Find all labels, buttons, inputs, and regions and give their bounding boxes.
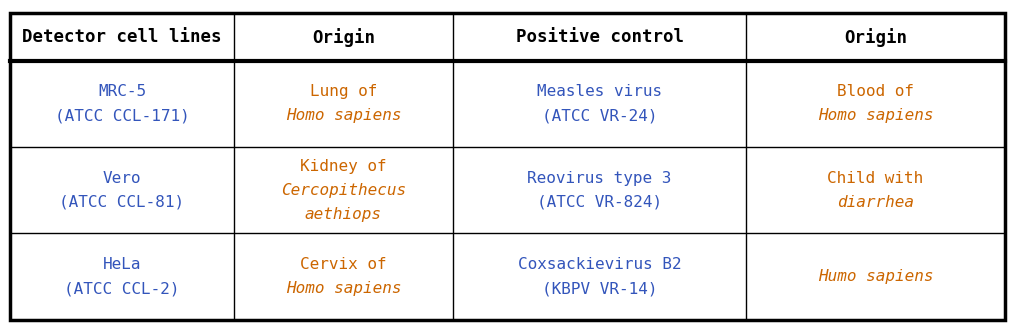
Text: (KBPV VR-14): (KBPV VR-14) bbox=[542, 281, 658, 296]
Text: (ATCC VR-24): (ATCC VR-24) bbox=[542, 109, 658, 124]
Text: Positive control: Positive control bbox=[516, 28, 683, 46]
Text: aethiops: aethiops bbox=[304, 207, 382, 222]
Text: (ATCC VR-824): (ATCC VR-824) bbox=[537, 195, 662, 210]
Text: Coxsackievirus B2: Coxsackievirus B2 bbox=[518, 257, 681, 272]
Text: Homo sapiens: Homo sapiens bbox=[818, 109, 933, 124]
Text: (ATCC CCL-171): (ATCC CCL-171) bbox=[55, 109, 190, 124]
Text: Humo sapiens: Humo sapiens bbox=[818, 269, 933, 284]
Text: Lung of: Lung of bbox=[310, 85, 377, 100]
Text: (ATCC CCL-81): (ATCC CCL-81) bbox=[60, 195, 185, 210]
Text: Measles virus: Measles virus bbox=[537, 85, 662, 100]
Text: Cercopithecus: Cercopithecus bbox=[281, 183, 406, 198]
Text: Child with: Child with bbox=[827, 171, 924, 186]
Text: Vero: Vero bbox=[103, 171, 141, 186]
Text: Homo sapiens: Homo sapiens bbox=[285, 109, 401, 124]
Text: MRC-5: MRC-5 bbox=[98, 85, 146, 100]
Text: Kidney of: Kidney of bbox=[300, 159, 387, 174]
Text: Blood of: Blood of bbox=[837, 85, 915, 100]
Text: Cervix of: Cervix of bbox=[300, 257, 387, 272]
Text: Origin: Origin bbox=[312, 28, 375, 47]
Text: (ATCC CCL-2): (ATCC CCL-2) bbox=[64, 281, 180, 296]
Text: Origin: Origin bbox=[844, 28, 907, 47]
Text: Reovirus type 3: Reovirus type 3 bbox=[528, 171, 672, 186]
Text: Homo sapiens: Homo sapiens bbox=[285, 281, 401, 296]
Text: HeLa: HeLa bbox=[103, 257, 141, 272]
Text: Detector cell lines: Detector cell lines bbox=[22, 28, 222, 46]
Text: diarrhea: diarrhea bbox=[837, 195, 915, 210]
